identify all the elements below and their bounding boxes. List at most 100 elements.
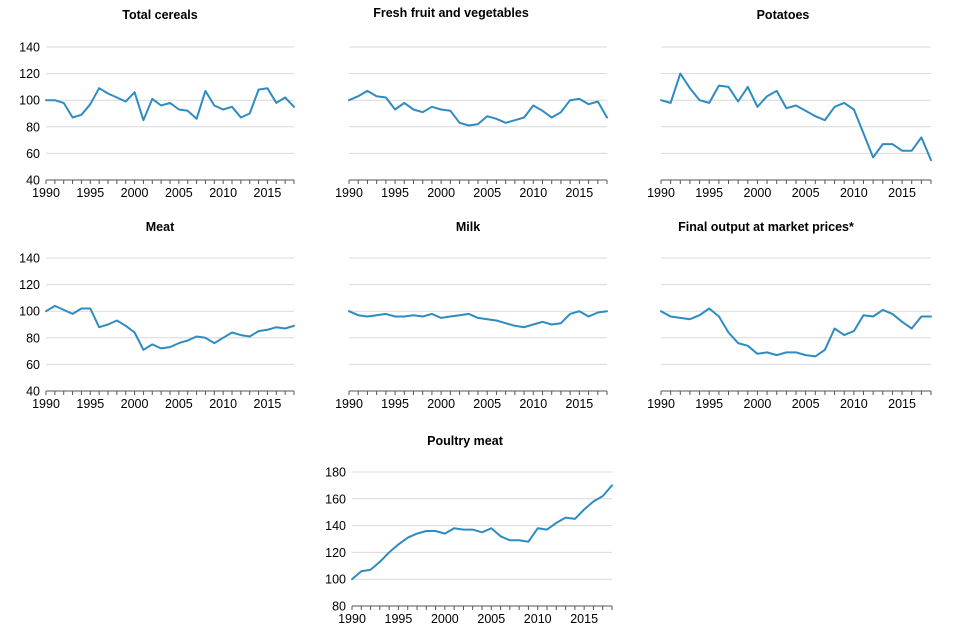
data-point bbox=[142, 349, 144, 351]
data-point bbox=[882, 309, 884, 311]
data-point bbox=[574, 518, 576, 520]
x-tick-label: 2015 bbox=[570, 612, 598, 626]
data-point bbox=[708, 102, 710, 104]
data-point bbox=[669, 315, 671, 317]
data-point bbox=[375, 314, 377, 316]
data-point bbox=[133, 331, 135, 333]
data-point bbox=[360, 570, 362, 572]
data-point bbox=[486, 318, 488, 320]
series-line bbox=[351, 484, 613, 581]
data-point bbox=[462, 528, 464, 530]
data-point bbox=[45, 99, 47, 101]
chart-panel-3: Potatoes 1990 1995 2000 2005 2010 2015 bbox=[647, 8, 932, 200]
data-point bbox=[187, 339, 189, 341]
data-point bbox=[213, 342, 215, 344]
data-point bbox=[504, 122, 506, 124]
data-point bbox=[560, 322, 562, 324]
data-point bbox=[403, 315, 405, 317]
data-point bbox=[727, 331, 729, 333]
data-point bbox=[477, 317, 479, 319]
data-point bbox=[776, 354, 778, 356]
data-point bbox=[71, 313, 73, 315]
x-tick-label: 2005 bbox=[165, 186, 193, 200]
y-tick-label: 160 bbox=[325, 492, 346, 506]
data-point bbox=[257, 88, 259, 90]
data-point bbox=[843, 102, 845, 104]
y-tick-label: 120 bbox=[19, 278, 40, 292]
y-tick-label: 140 bbox=[19, 41, 40, 55]
data-point bbox=[472, 528, 474, 530]
data-point bbox=[495, 118, 497, 120]
data-point bbox=[814, 115, 816, 117]
data-point bbox=[597, 100, 599, 102]
data-point bbox=[107, 323, 109, 325]
data-point bbox=[89, 103, 91, 105]
data-point bbox=[348, 99, 350, 101]
y-tick-label: 60 bbox=[26, 147, 40, 161]
chart-panel-1: Total cereals 40 60 80 100 120 140 1990 1995 2000… bbox=[19, 8, 295, 200]
data-point bbox=[151, 343, 153, 345]
data-point bbox=[592, 500, 594, 502]
data-point bbox=[240, 116, 242, 118]
data-point bbox=[204, 337, 206, 339]
data-point bbox=[606, 310, 608, 312]
x-tick-label: 2005 bbox=[792, 397, 820, 411]
data-point bbox=[611, 484, 613, 486]
data-point bbox=[606, 116, 608, 118]
data-point bbox=[412, 108, 414, 110]
data-point bbox=[369, 569, 371, 571]
x-tick-label: 2010 bbox=[840, 397, 868, 411]
data-point bbox=[785, 107, 787, 109]
y-tick-label: 100 bbox=[19, 305, 40, 319]
data-point bbox=[54, 99, 56, 101]
data-point bbox=[679, 317, 681, 319]
x-tick-label: 1990 bbox=[32, 397, 60, 411]
data-point bbox=[481, 531, 483, 533]
data-point bbox=[862, 132, 864, 134]
data-point bbox=[89, 307, 91, 309]
data-point bbox=[357, 95, 359, 97]
data-point bbox=[901, 150, 903, 152]
data-point bbox=[527, 541, 529, 543]
data-point bbox=[434, 530, 436, 532]
data-point bbox=[853, 108, 855, 110]
data-point bbox=[422, 315, 424, 317]
x-tick-label: 2005 bbox=[477, 612, 505, 626]
data-point bbox=[891, 143, 893, 145]
data-point bbox=[394, 315, 396, 317]
chart-panel-6: Final output at market prices* 1990 1995 20… bbox=[647, 220, 932, 411]
x-tick-label: 2010 bbox=[519, 186, 547, 200]
data-point bbox=[564, 516, 566, 518]
data-point bbox=[412, 314, 414, 316]
data-point bbox=[669, 102, 671, 104]
data-point bbox=[458, 314, 460, 316]
data-point bbox=[385, 313, 387, 315]
data-point bbox=[602, 495, 604, 497]
data-point bbox=[293, 106, 295, 108]
x-tick-label: 2000 bbox=[744, 397, 772, 411]
data-point bbox=[597, 311, 599, 313]
data-point bbox=[80, 307, 82, 309]
data-point bbox=[569, 99, 571, 101]
data-point bbox=[546, 528, 548, 530]
x-tick-label: 2000 bbox=[121, 397, 149, 411]
data-point bbox=[160, 104, 162, 106]
x-tick-label: 2010 bbox=[209, 186, 237, 200]
x-tick-label: 1995 bbox=[385, 612, 413, 626]
x-tick-label: 2000 bbox=[427, 186, 455, 200]
chart-panel-5: Milk 1990 1995 2000 2005 2010 2015 bbox=[335, 220, 608, 411]
data-point bbox=[518, 539, 520, 541]
data-point bbox=[240, 334, 242, 336]
data-point bbox=[795, 351, 797, 353]
x-tick-label: 2015 bbox=[565, 186, 593, 200]
y-tick-label: 140 bbox=[325, 519, 346, 533]
x-tick-label: 1995 bbox=[76, 186, 104, 200]
data-point bbox=[872, 156, 874, 158]
data-point bbox=[490, 527, 492, 529]
data-point bbox=[882, 143, 884, 145]
chart-title: Poultry meat bbox=[427, 434, 504, 448]
data-point bbox=[440, 317, 442, 319]
data-point bbox=[178, 108, 180, 110]
data-point bbox=[804, 354, 806, 356]
